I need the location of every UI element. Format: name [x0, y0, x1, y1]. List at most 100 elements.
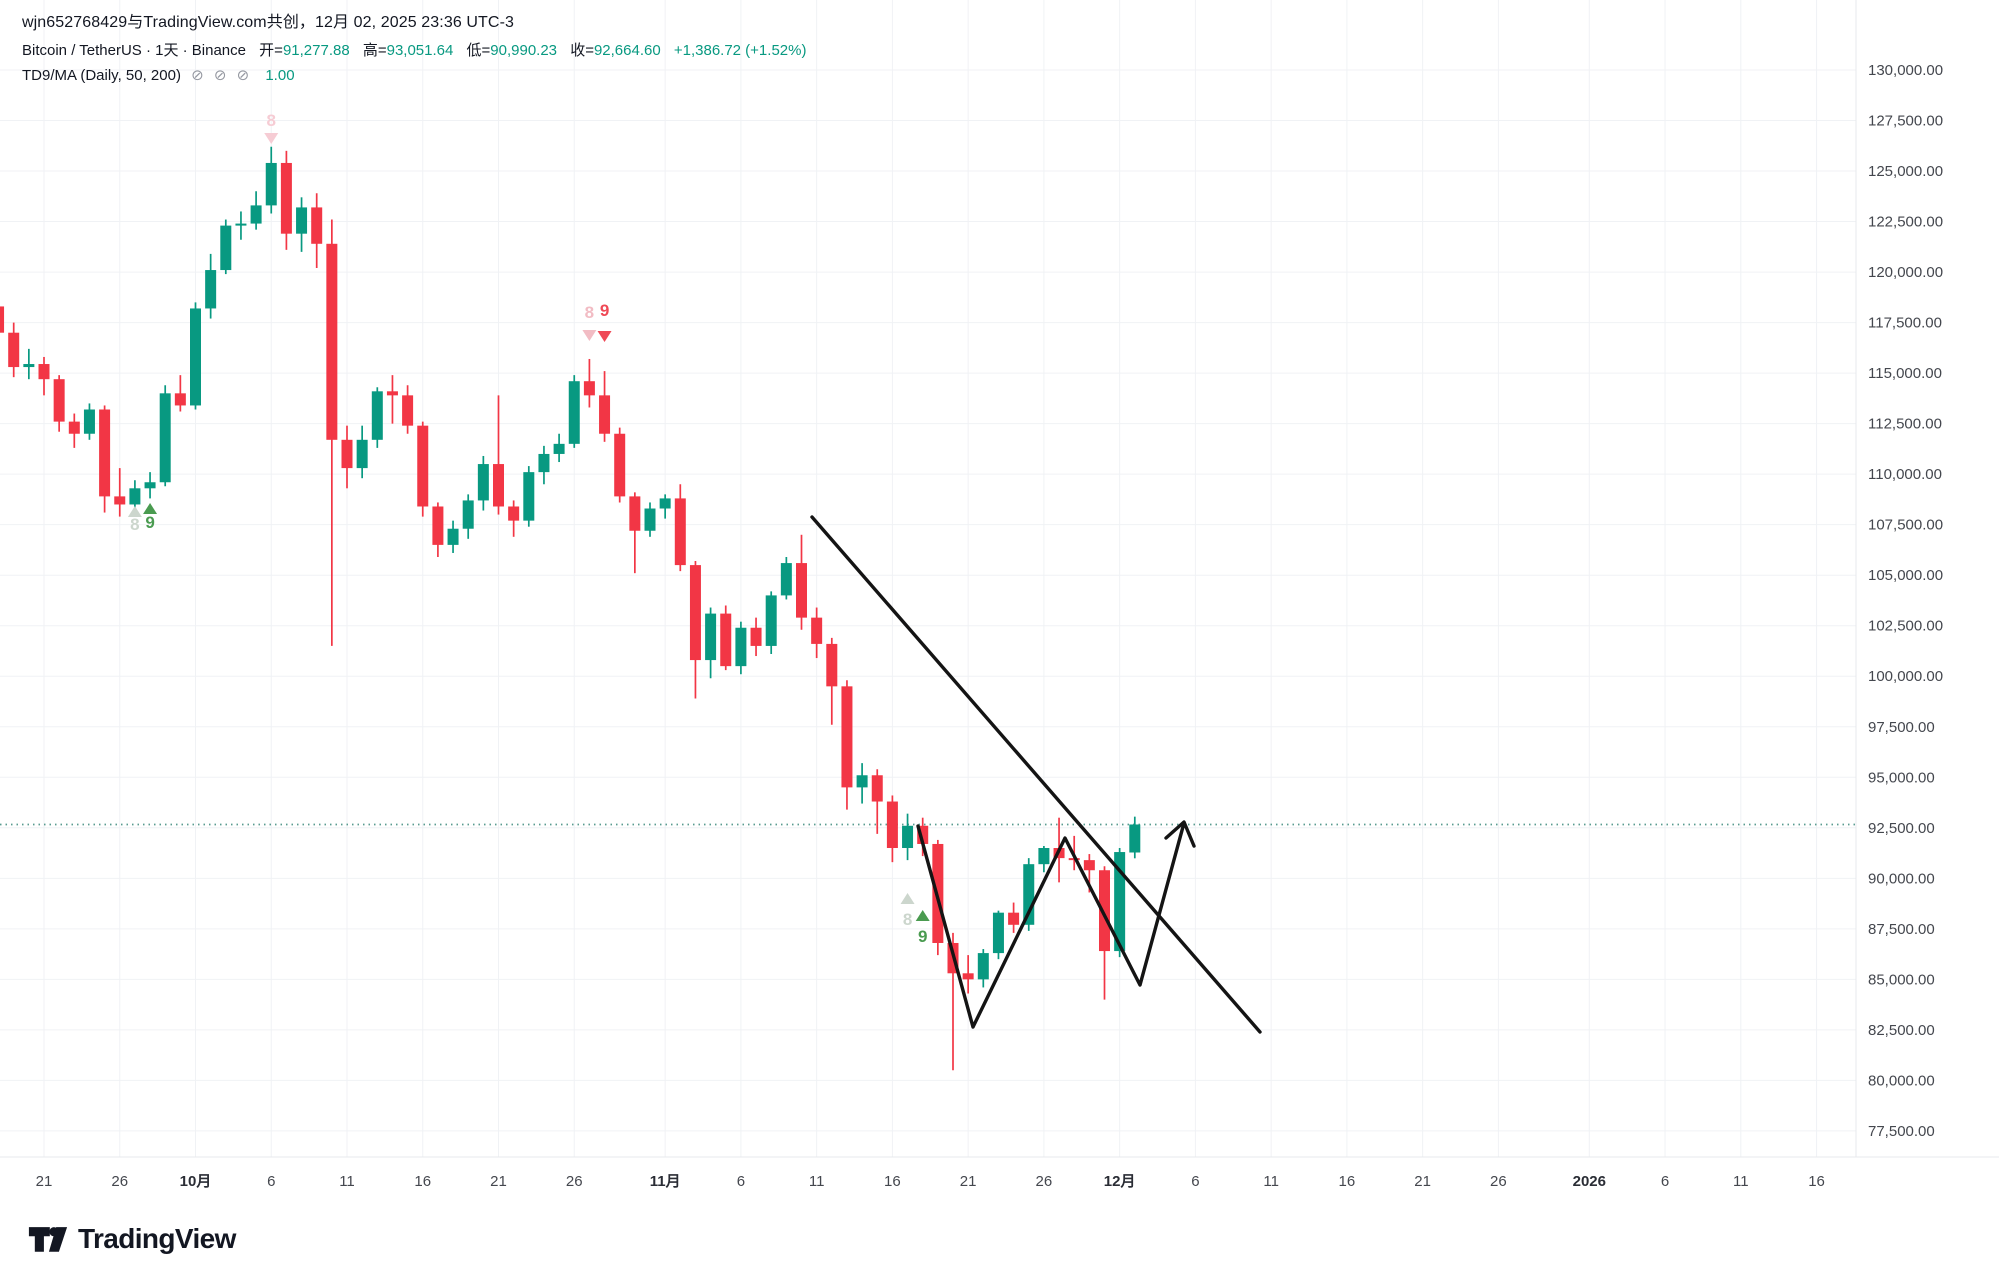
symbol-title[interactable]: Bitcoin / TetherUS · 1天 · Binance — [22, 42, 246, 59]
high-value: 93,051.64 — [386, 42, 454, 59]
candle-body — [659, 498, 671, 509]
price-axis-label: 120,000.00 — [1868, 264, 1943, 281]
td-sell-count: 9 — [600, 301, 609, 320]
candle-11-12 — [826, 637, 838, 725]
candle-09-21 — [38, 356, 50, 396]
candle-body — [477, 464, 489, 501]
close-label: 收= — [570, 42, 594, 59]
candle-10-09 — [311, 193, 323, 269]
time-axis-label: 26 — [1490, 1173, 1507, 1190]
candle-body — [720, 613, 732, 667]
candle-10-31 — [644, 502, 656, 537]
price-axis-label: 122,500.00 — [1868, 214, 1943, 231]
high-label: 高= — [362, 42, 387, 59]
time-axis-label: 26 — [1036, 1173, 1053, 1190]
candle-body — [53, 379, 65, 422]
candle-body — [190, 308, 201, 406]
candle-10-27 — [583, 358, 595, 408]
td-buy-triangle-icon — [900, 893, 915, 904]
time-axis-label: 11 — [809, 1173, 825, 1190]
candle-body — [796, 563, 807, 618]
candle-10-07 — [280, 150, 292, 250]
candle-body — [553, 443, 565, 454]
candle-11-21 — [962, 955, 974, 994]
candle-09-25 — [99, 405, 111, 513]
td-sell-count: 8 — [585, 303, 594, 322]
candle-09-30 — [174, 375, 186, 412]
candle-body — [977, 953, 989, 980]
drawings-layer — [810, 515, 1262, 1034]
indicator-name[interactable]: TD9/MA (Daily, 50, 200) — [22, 67, 181, 84]
candle-10-15 — [402, 385, 414, 434]
candle-10-01 — [190, 302, 201, 410]
candle-body — [538, 453, 550, 473]
price-axis-label: 85,000.00 — [1868, 971, 1935, 988]
td-sell-triangle-icon — [582, 330, 597, 341]
candle-body — [1099, 870, 1110, 952]
candle-body — [902, 825, 914, 849]
time-axis-label: 6 — [267, 1173, 275, 1190]
time-axis-label: 26 — [566, 1173, 583, 1190]
candle-09-22 — [53, 375, 65, 432]
candle-body — [296, 207, 308, 234]
td-buy-count: 8 — [130, 515, 139, 534]
time-axis-label: 10月 — [180, 1173, 212, 1190]
time-axis-label: 11 — [1733, 1173, 1749, 1190]
candle-body — [735, 627, 747, 667]
arrowhead-icon[interactable] — [1164, 820, 1196, 848]
td-buy-count: 9 — [145, 513, 154, 532]
candle-10-25 — [553, 433, 565, 463]
candle-body — [811, 617, 823, 644]
price-axis-label: 92,500.00 — [1868, 820, 1935, 837]
grid-lines — [0, 0, 1856, 1157]
time-axis-label: 21 — [490, 1173, 507, 1190]
price-axis-label: 97,500.00 — [1868, 719, 1935, 736]
candle-11-17 — [902, 813, 914, 861]
price-axis-label: 127,500.00 — [1868, 113, 1943, 130]
price-axis-label: 115,000.00 — [1868, 365, 1942, 382]
candle-body — [99, 409, 111, 497]
candle-body — [159, 393, 171, 483]
open-label: 开= — [259, 42, 283, 59]
td-sell-count: 8 — [267, 111, 276, 130]
td-buy-count: 8 — [903, 910, 912, 929]
candle-10-10 — [326, 219, 338, 646]
candle-11-08 — [765, 591, 777, 655]
candle-body — [447, 528, 459, 545]
candle-body — [1038, 848, 1050, 865]
candle-body — [1083, 860, 1095, 871]
candle-10-02 — [205, 253, 217, 319]
hidden-values-icons: ⊘ ⊘ ⊘ — [191, 67, 253, 84]
candle-body — [689, 565, 701, 661]
candle-body — [174, 393, 186, 406]
candle-11-09 — [780, 557, 792, 600]
candle-10-29 — [614, 427, 626, 503]
price-axis-label: 87,500.00 — [1868, 921, 1935, 938]
candle-11-16 — [886, 795, 898, 863]
candle-10-08 — [296, 197, 308, 252]
time-axis[interactable]: 21 26 10月 6 11 16 21 26 11月 6 11 16 21 26 12月 6 11 16 21 26… — [36, 1173, 1825, 1190]
td-buy-count: 9 — [918, 927, 927, 946]
descending-trendline-drawing[interactable] — [810, 515, 1262, 1034]
change-value: +1,386.72 (+1.52%) — [673, 42, 807, 59]
tradingview-logo[interactable]: TradingView — [28, 1222, 236, 1256]
td-sell-triangle-icon — [597, 331, 612, 342]
candle-body — [83, 409, 95, 434]
candle-10-04 — [235, 211, 247, 240]
candle-body — [614, 433, 626, 497]
candle-09-20 — [23, 348, 35, 380]
candle-body — [599, 395, 611, 434]
time-axis-label: 16 — [1339, 1173, 1356, 1190]
time-axis-label: 11 — [339, 1173, 355, 1190]
time-axis-label: 21 — [1414, 1173, 1431, 1190]
price-axis[interactable]: 130,000.00 127,500.00 125,000.00 122,500.00… — [1868, 62, 1943, 1140]
price-axis-label: 105,000.00 — [1868, 567, 1943, 584]
candle-11-10 — [796, 534, 807, 630]
candle-body — [326, 243, 338, 440]
candle-09-18 — [0, 306, 5, 333]
zigzag-projection-drawing[interactable] — [916, 821, 1186, 1029]
td-buy-triangle-icon — [127, 506, 142, 517]
candle-body — [962, 973, 974, 980]
